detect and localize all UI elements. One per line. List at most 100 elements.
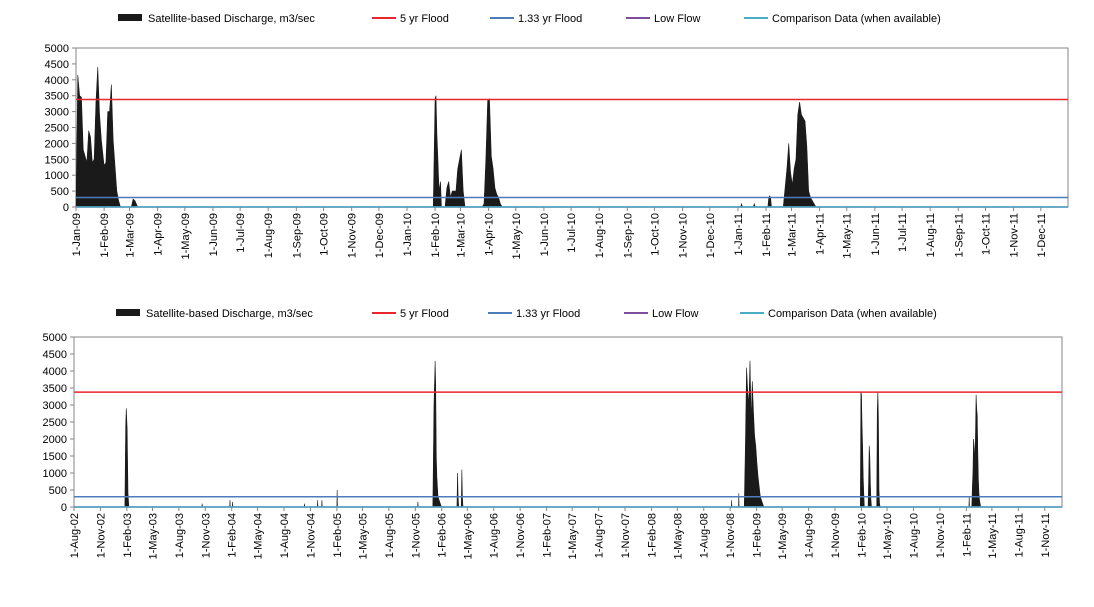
y-tick-label: 4500 — [43, 349, 67, 361]
x-tick-label: 1-Feb-06 — [437, 513, 449, 558]
x-tick-label: 1-Nov-02 — [95, 513, 107, 558]
x-tick-label: 1-Aug-03 — [174, 513, 186, 558]
x-tick-label: 1-Oct-09 — [319, 213, 331, 256]
y-tick-label: 3000 — [45, 107, 69, 119]
y-tick-label: 4500 — [45, 59, 69, 71]
x-tick-label: 1-Mar-11 — [786, 213, 798, 257]
x-tick-label: 1-Nov-09 — [347, 213, 359, 258]
y-tick-label: 500 — [49, 485, 67, 497]
legend-label-flood133: 1.33 yr Flood — [516, 308, 580, 320]
x-tick-label: 1-Feb-11 — [761, 213, 773, 257]
chart-2002-2011: Satellite-based Discharge, m3/sec 5 yr F… — [43, 308, 1063, 559]
x-tick-label: 1-Sep-09 — [291, 213, 303, 258]
x-tick-label: 1-Aug-05 — [384, 513, 396, 558]
x-tick-label: 1-Sep-10 — [622, 213, 634, 258]
x-tick-label: 1-Mar-10 — [455, 213, 467, 258]
x-tick-label: 1-Feb-10 — [856, 513, 868, 558]
x-tick-label: 1-Feb-05 — [332, 513, 344, 558]
x-tick-label: 1-Apr-10 — [484, 213, 496, 256]
y-tick-label: 2000 — [43, 434, 67, 446]
x-tick-label: 1-Apr-11 — [815, 213, 827, 255]
x-tick-label: 1-Jan-10 — [402, 213, 414, 256]
legend-top: Satellite-based Discharge, m3/sec 5 yr F… — [116, 308, 937, 320]
x-tick-label: 1-Aug-02 — [69, 513, 81, 558]
x-tick-label: 1-May-05 — [357, 513, 369, 559]
y-tick-label: 3500 — [45, 91, 69, 103]
plot-area: 5000450040003500300025002000150010005000… — [43, 332, 1063, 559]
y-tick-label: 1500 — [45, 154, 69, 166]
series-discharge-area — [75, 67, 817, 208]
x-tick-label: 1-Aug-04 — [279, 513, 291, 558]
x-tick-label: 1-May-07 — [567, 513, 579, 559]
x-tick-label: 1-May-10 — [511, 213, 523, 259]
legend-label-comparison: Comparison Data (when available) — [768, 308, 937, 320]
x-tick-label: 1-Aug-11 — [925, 213, 937, 257]
x-tick-label: 1-Jul-10 — [566, 213, 578, 253]
y-tick-label: 1000 — [45, 170, 69, 182]
x-tick-label: 1-Oct-10 — [650, 213, 662, 256]
x-tick-label: 1-Jul-09 — [235, 213, 247, 253]
x-tick-label: 1-Jan-11 — [733, 213, 745, 256]
plot-frame — [73, 336, 1063, 508]
x-tick-label: 1-Aug-10 — [594, 213, 606, 258]
y-tick-label: 3000 — [43, 400, 67, 412]
x-tick-label: 1-May-11 — [987, 513, 999, 559]
x-tick-label: 1-Feb-04 — [227, 513, 239, 558]
x-tick-label: 1-May-09 — [180, 213, 192, 259]
x-tick-label: 1-Jun-09 — [208, 213, 220, 256]
plot-area: 5000450040003500300025002000150010005000… — [45, 43, 1069, 259]
x-tick-label: 1-Oct-11 — [980, 213, 992, 255]
x-tick-label: 1-Aug-08 — [699, 513, 711, 558]
y-tick-label: 2500 — [45, 123, 69, 135]
y-tick-label: 3500 — [43, 383, 67, 395]
legend-swatch-discharge — [116, 309, 140, 316]
x-tick-label: 1-Nov-11 — [1009, 213, 1021, 257]
y-tick-label: 2500 — [43, 417, 67, 429]
x-tick-label: 1-Feb-10 — [430, 213, 442, 258]
x-tick-label: 1-Jul-11 — [897, 213, 909, 252]
x-tick-label: 1-Nov-10 — [678, 213, 690, 258]
x-tick-label: 1-Feb-08 — [646, 513, 658, 558]
plot-frame — [75, 47, 1069, 208]
x-tick-label: 1-Nov-08 — [725, 513, 737, 558]
legend-label-flood5: 5 yr Flood — [400, 308, 449, 320]
x-tick-label: 1-Aug-09 — [263, 213, 275, 258]
x-tick-label: 1-May-09 — [777, 513, 789, 559]
y-tick-label: 5000 — [45, 43, 69, 55]
x-tick-label: 1-Aug-10 — [908, 513, 920, 558]
x-tick-label: 1-Nov-09 — [830, 513, 842, 558]
y-tick-label: 2000 — [45, 138, 69, 150]
y-tick-label: 1000 — [43, 468, 67, 480]
x-tick-label: 1-Jun-11 — [870, 213, 882, 256]
x-tick-label: 1-Nov-06 — [515, 513, 527, 558]
legend-label-lowflow: Low Flow — [652, 308, 699, 320]
x-tick-label: 1-Jan-09 — [71, 213, 83, 256]
x-tick-label: 1-Feb-03 — [122, 513, 134, 558]
x-tick-label: 1-Nov-10 — [935, 513, 947, 558]
x-tick-label: 1-Dec-11 — [1036, 213, 1048, 257]
x-tick-label: 1-Feb-09 — [752, 513, 764, 558]
legend-swatch-discharge — [118, 14, 142, 21]
x-tick-label: 1-Feb-07 — [542, 513, 554, 558]
legend-top: Satellite-based Discharge, m3/sec 5 yr F… — [118, 13, 941, 25]
y-tick-label: 0 — [61, 502, 67, 514]
x-tick-label: 1-Feb-09 — [99, 213, 111, 258]
legend-label-flood5: 5 yr Flood — [400, 13, 449, 25]
x-tick-label: 1-Apr-09 — [153, 213, 165, 256]
x-tick-label: 1-May-10 — [882, 513, 894, 559]
x-tick-label: 1-Sep-11 — [953, 213, 965, 257]
x-tick-label: 1-Nov-05 — [410, 513, 422, 558]
chart-2009-2011: Satellite-based Discharge, m3/sec 5 yr F… — [45, 13, 1069, 259]
x-tick-label: 1-Feb-11 — [961, 513, 973, 557]
x-tick-label: 1-Aug-06 — [489, 513, 501, 558]
x-tick-label: 1-Aug-09 — [804, 513, 816, 558]
x-tick-label: 1-May-03 — [147, 513, 159, 559]
x-tick-label: 1-May-11 — [842, 213, 854, 259]
legend-label-discharge: Satellite-based Discharge, m3/sec — [146, 308, 313, 320]
legend-label-flood133: 1.33 yr Flood — [518, 13, 582, 25]
x-tick-label: 1-Dec-09 — [374, 213, 386, 258]
y-tick-label: 500 — [51, 186, 69, 198]
y-tick-label: 0 — [63, 202, 69, 214]
x-tick-label: 1-Nov-03 — [200, 513, 212, 558]
